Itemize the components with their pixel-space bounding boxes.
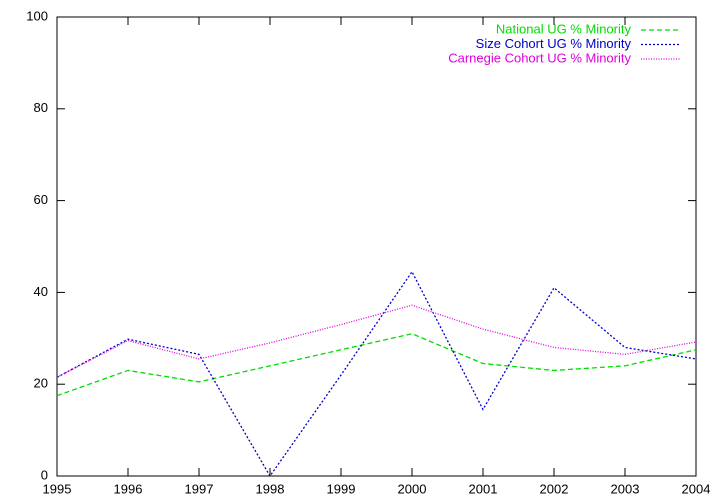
x-tick-label: 2001	[469, 481, 498, 496]
y-tick-label: 60	[34, 192, 48, 207]
y-tick-label: 20	[34, 376, 48, 391]
x-tick-label: 1995	[43, 481, 72, 496]
data-line	[56, 333, 697, 397]
data-line	[56, 270, 697, 478]
y-tick-label: 100	[26, 8, 48, 23]
x-tick-label: 2000	[398, 481, 427, 496]
x-tick-label: 2004	[682, 481, 711, 496]
x-tick-label: 2003	[611, 481, 640, 496]
y-tick-label: 0	[41, 467, 48, 482]
y-tick-label: 40	[34, 284, 48, 299]
x-tick-label: 1996	[114, 481, 143, 496]
legend-label: Carnegie Cohort UG % Minority	[448, 50, 631, 65]
x-tick-label: 1997	[185, 481, 214, 496]
x-tick-label: 1998	[256, 481, 285, 496]
y-tick-label: 80	[34, 100, 48, 115]
legend-label: Size Cohort UG % Minority	[476, 36, 632, 51]
legend-label: National UG % Minority	[496, 21, 632, 36]
plot-frame	[56, 16, 697, 477]
x-tick-label: 1999	[327, 481, 356, 496]
x-tick-label: 2002	[540, 481, 569, 496]
